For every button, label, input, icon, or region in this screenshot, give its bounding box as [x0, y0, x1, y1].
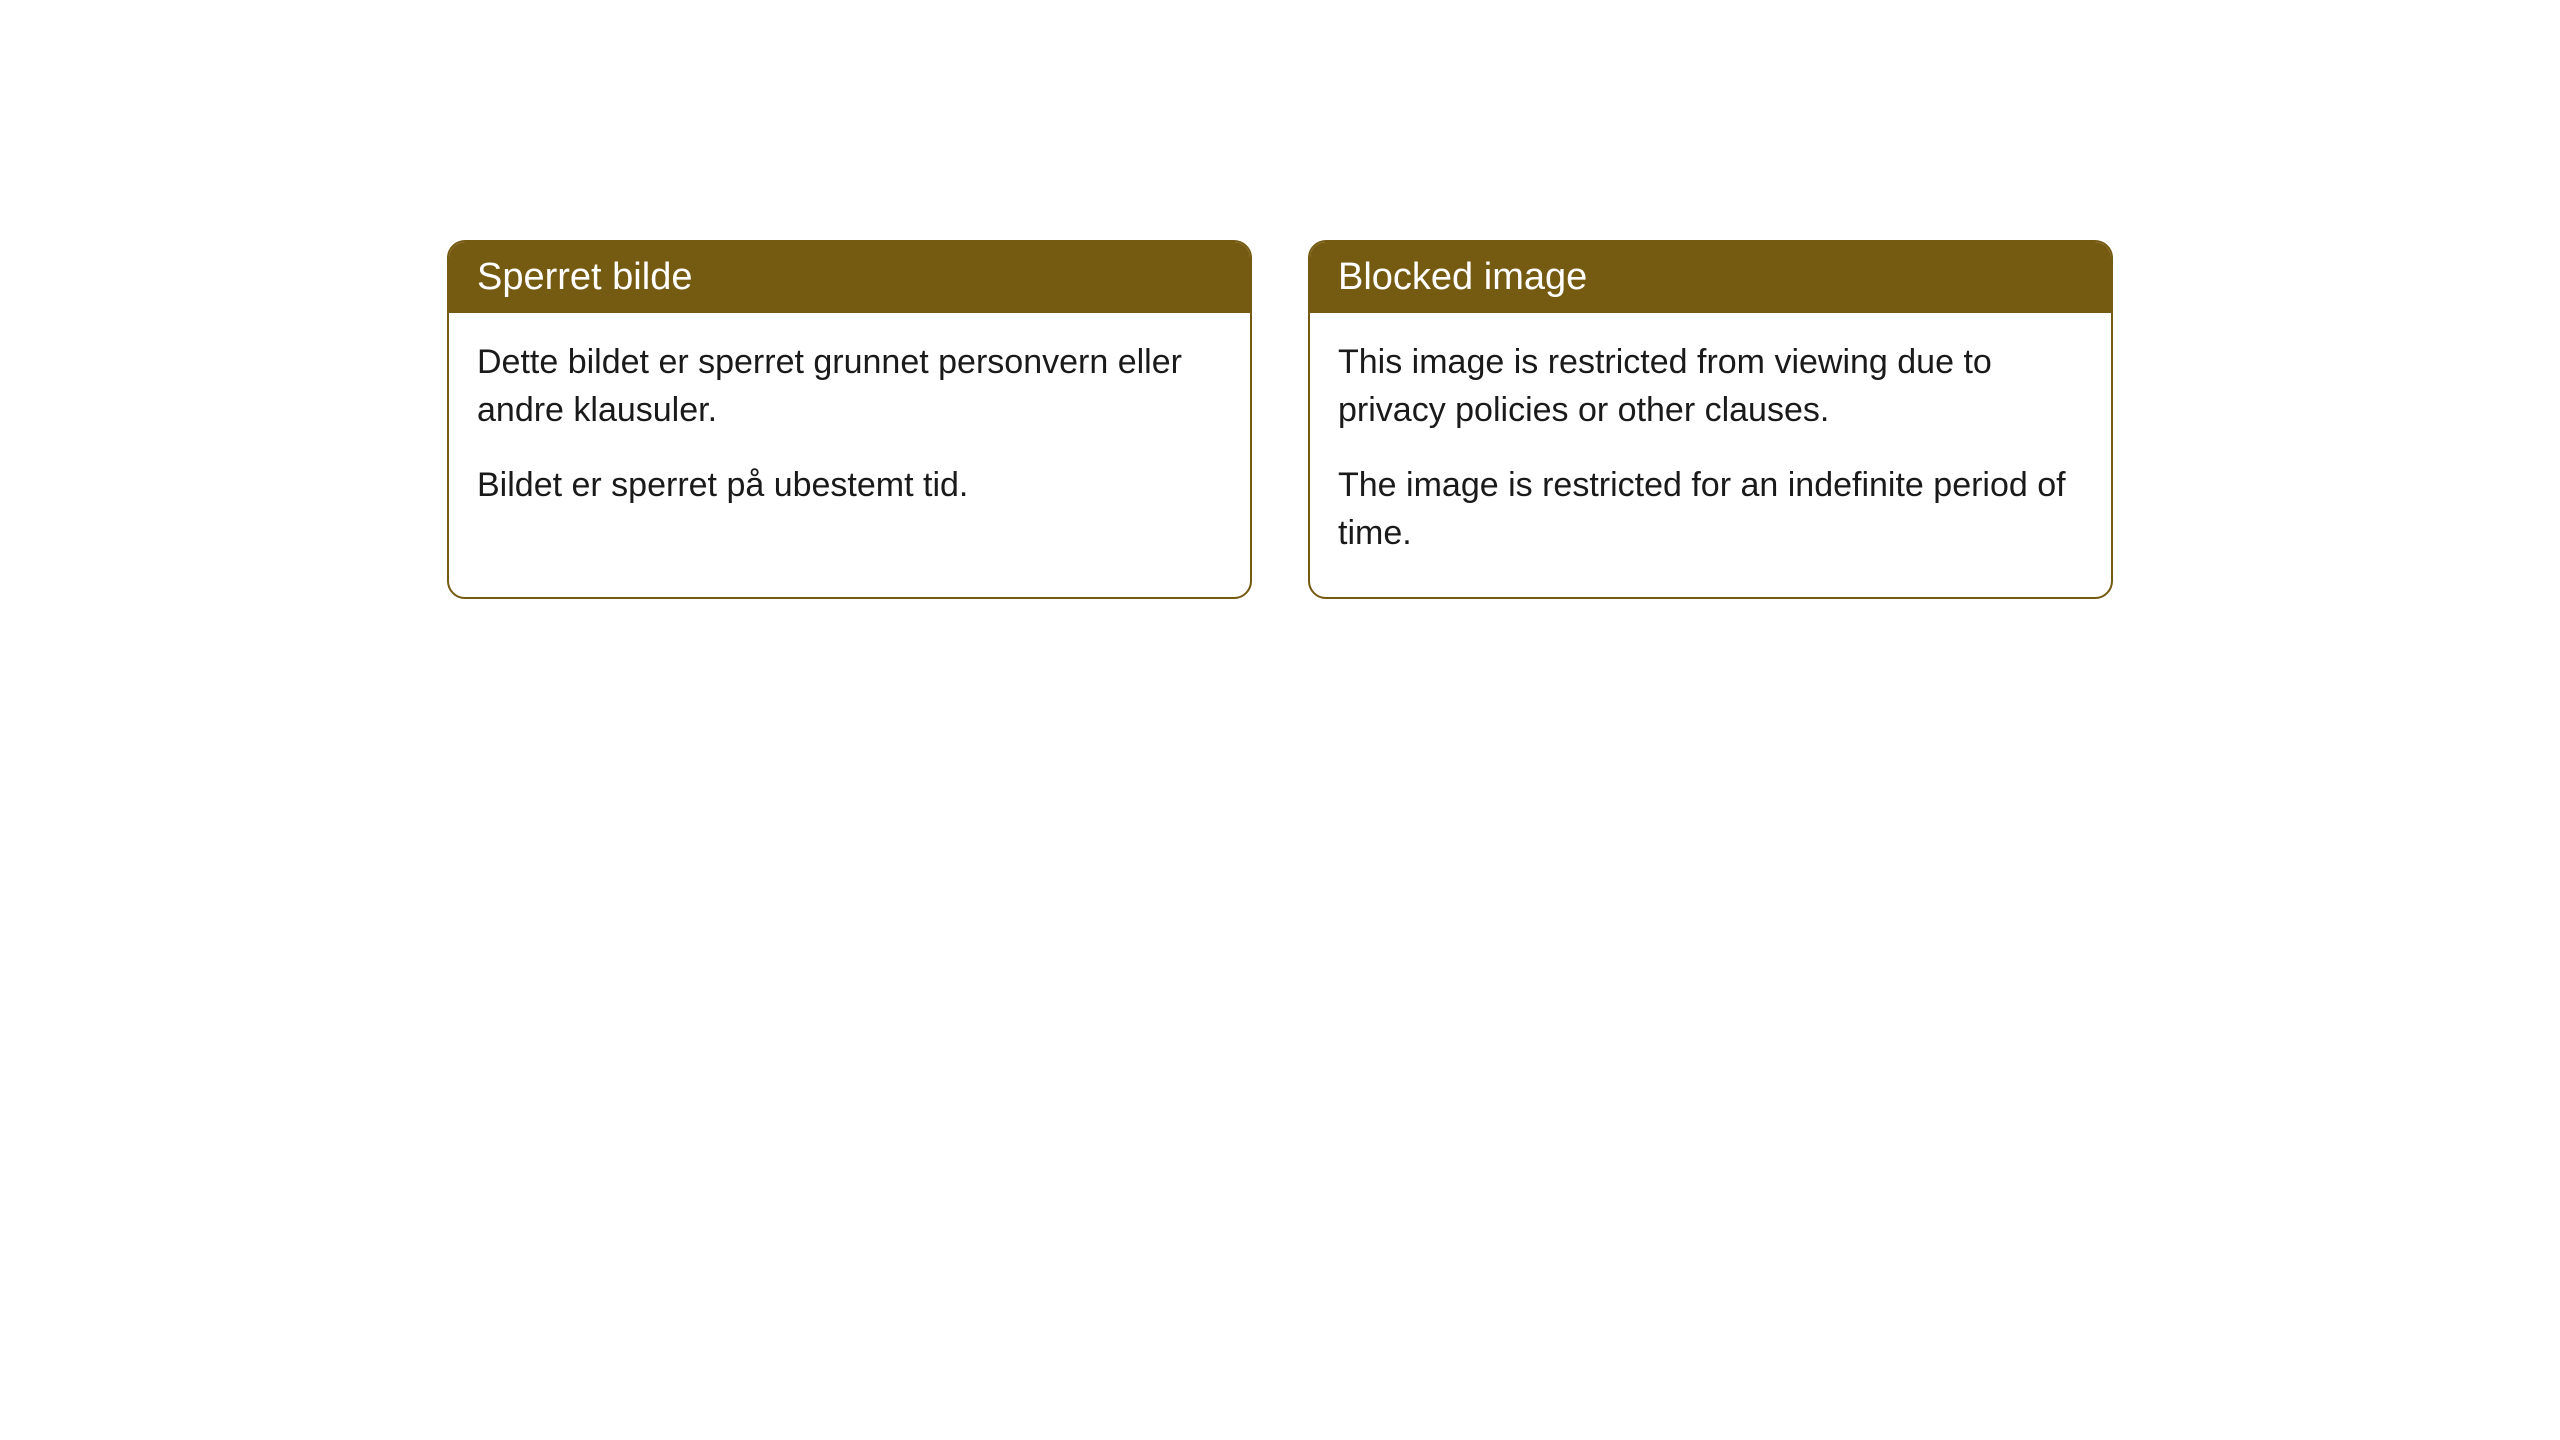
card-title-no: Sperret bilde [477, 256, 692, 298]
card-text-en-2: The image is restricted for an indefinit… [1338, 462, 2083, 557]
blocked-image-card-en: Blocked image This image is restricted f… [1308, 240, 2113, 599]
card-body-en: This image is restricted from viewing du… [1310, 313, 2111, 597]
card-body-no: Dette bildet er sperret grunnet personve… [449, 313, 1250, 550]
notice-container: Sperret bilde Dette bildet er sperret gr… [0, 240, 2560, 599]
card-text-en-1: This image is restricted from viewing du… [1338, 339, 2083, 434]
card-text-no-1: Dette bildet er sperret grunnet personve… [477, 339, 1222, 434]
card-header-no: Sperret bilde [449, 242, 1250, 313]
card-title-en: Blocked image [1338, 256, 1587, 298]
blocked-image-card-no: Sperret bilde Dette bildet er sperret gr… [447, 240, 1252, 599]
card-text-no-2: Bildet er sperret på ubestemt tid. [477, 462, 1222, 510]
card-header-en: Blocked image [1310, 242, 2111, 313]
